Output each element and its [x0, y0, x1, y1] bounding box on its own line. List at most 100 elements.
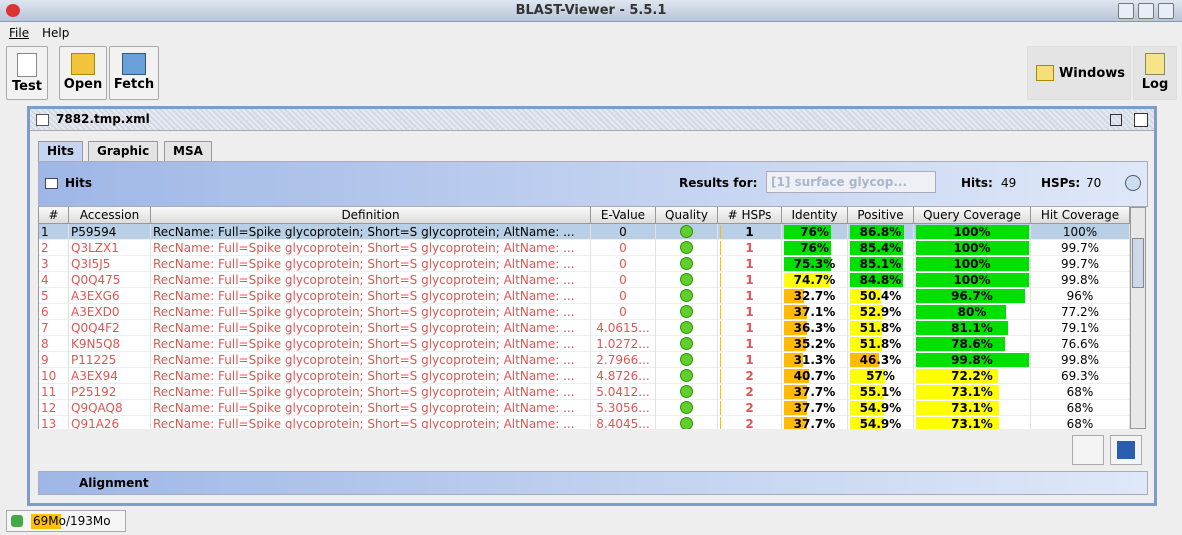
table-cell: [656, 416, 718, 429]
select-value: [1] surface glycop...: [771, 175, 907, 189]
table-cell: 0: [591, 288, 656, 304]
table-cell: 99.8%: [1031, 352, 1130, 368]
quality-icon: [680, 257, 693, 270]
cell-text: RecName: Full=Spike glycoprotein; Short=…: [153, 385, 575, 399]
table-cell: 2: [39, 240, 69, 256]
cell-text: RecName: Full=Spike glycoprotein; Short=…: [153, 257, 575, 271]
cell-text: 68%: [1066, 385, 1094, 399]
cell-text: 4: [41, 273, 49, 287]
percent-label: 1: [745, 321, 754, 335]
table-cell: RecName: Full=Spike glycoprotein; Short=…: [151, 368, 591, 384]
table-cell: 8.4045...: [591, 416, 656, 429]
table-cell: RecName: Full=Spike glycoprotein; Short=…: [151, 400, 591, 416]
percent-bar: [850, 289, 882, 303]
percent-label: 37.1%: [793, 305, 836, 319]
cell-text: 96%: [1066, 289, 1094, 303]
percent-bar: [720, 385, 722, 399]
table-row[interactable]: 11 P25192 RecName: Full=Spike glycoprotein…: [39, 384, 1130, 400]
quality-icon: [680, 353, 693, 366]
quality-icon: [680, 369, 693, 382]
cell-text: RecName: Full=Spike glycoprotein; Short=…: [153, 225, 575, 239]
percent-label: 32.7%: [793, 289, 836, 303]
table-row[interactable]: 1 P59594 RecName: Full=Spike glycoprotein;…: [39, 224, 1130, 240]
table-cell: 5: [39, 288, 69, 304]
cell-text: 4.8726...: [596, 369, 650, 383]
cell-text: 77.2%: [1060, 305, 1100, 319]
hits-label: Hits:: [961, 176, 993, 190]
percent-label: 73.1%: [951, 417, 993, 429]
cell-text: K9N5Q8: [71, 337, 121, 351]
maximize-button[interactable]: [1138, 3, 1154, 19]
edit-button[interactable]: [1072, 435, 1104, 465]
results-select[interactable]: [1] surface glycop...: [766, 171, 936, 193]
toolbar-button[interactable]: Test: [6, 46, 48, 100]
toolbar-button[interactable]: Fetch: [109, 46, 159, 100]
table-cell: 100%: [914, 224, 1031, 240]
toolbar-button[interactable]: Windows: [1027, 46, 1131, 100]
menu-item[interactable]: File: [9, 26, 30, 40]
toolbar-button[interactable]: Open: [59, 46, 107, 100]
scrollbar[interactable]: [1130, 207, 1146, 429]
table-row[interactable]: 4 Q0Q475 RecName: Full=Spike glycoprotein;…: [39, 272, 1130, 288]
percent-label: 73.1%: [951, 401, 993, 415]
percent-bar: [720, 401, 722, 415]
detach-button[interactable]: [1110, 114, 1122, 126]
table-row[interactable]: 13 Q91A26 RecName: Full=Spike glycoprotein…: [39, 416, 1130, 429]
table-cell: 75.3%: [782, 256, 848, 272]
cell-text: Q3I5J5: [71, 257, 111, 271]
close-button[interactable]: [1158, 3, 1174, 19]
table-cell: 0: [591, 240, 656, 256]
table-row[interactable]: 10 A3EX94 RecName: Full=Spike glycoprotein…: [39, 368, 1130, 384]
table-cell: 32.7%: [782, 288, 848, 304]
save-button[interactable]: [1110, 435, 1142, 465]
menu-item[interactable]: Help: [42, 26, 70, 40]
table-cell: RecName: Full=Spike glycoprotein; Short=…: [151, 224, 591, 240]
table-cell: 85.4%: [848, 240, 914, 256]
table-cell: 0: [591, 224, 656, 240]
table-row[interactable]: 9 P11225 RecName: Full=Spike glycoprotein;…: [39, 352, 1130, 368]
table-row[interactable]: 8 K9N5Q8 RecName: Full=Spike glycoprotein;…: [39, 336, 1130, 352]
percent-label: 100%: [953, 273, 991, 287]
column-header: Hit Coverage: [1031, 207, 1130, 224]
frame-title: 7882.tmp.xml: [56, 112, 150, 126]
percent-label: 52.9%: [859, 305, 902, 319]
table-row[interactable]: 7 Q0Q4F2 RecName: Full=Spike glycoprotein;…: [39, 320, 1130, 336]
percent-label: 1: [745, 337, 754, 351]
table-row[interactable]: 6 A3EXD0 RecName: Full=Spike glycoprotein;…: [39, 304, 1130, 320]
table-cell: [656, 320, 718, 336]
cell-text: 0: [619, 305, 627, 319]
percent-bar: [916, 225, 1029, 239]
alignment-header[interactable]: Alignment: [38, 471, 1148, 495]
minimize-button[interactable]: [1118, 3, 1134, 19]
tab[interactable]: Graphic: [88, 141, 159, 161]
info-button[interactable]: [1125, 175, 1141, 191]
toolbar-button[interactable]: Log: [1133, 46, 1177, 100]
table-cell: Q0Q4F2: [69, 320, 151, 336]
tab[interactable]: MSA: [164, 141, 212, 161]
table-row[interactable]: 2 Q3LZX1 RecName: Full=Spike glycoprotein;…: [39, 240, 1130, 256]
cell-text: RecName: Full=Spike glycoprotein; Short=…: [153, 289, 575, 303]
cell-text: 68%: [1066, 417, 1094, 429]
frame-close-button[interactable]: [1134, 113, 1148, 127]
percent-label: 73.1%: [951, 385, 993, 399]
table-row[interactable]: 12 Q9QAQ8 RecName: Full=Spike glycoprotein…: [39, 400, 1130, 416]
cell-text: 99.8%: [1060, 273, 1100, 287]
table-cell: 5.0412...: [591, 384, 656, 400]
table-cell: [656, 256, 718, 272]
table-cell: Q3LZX1: [69, 240, 151, 256]
table-cell: Q91A26: [69, 416, 151, 429]
table-cell: 6: [39, 304, 69, 320]
table-cell: RecName: Full=Spike glycoprotein; Short=…: [151, 288, 591, 304]
percent-label: 57%: [866, 369, 895, 383]
cell-text: Q9QAQ8: [71, 401, 123, 415]
column-header: E-Value: [591, 207, 656, 224]
table-cell: 1.0272...: [591, 336, 656, 352]
table-row[interactable]: 3 Q3I5J5 RecName: Full=Spike glycoprotein;…: [39, 256, 1130, 272]
tab[interactable]: Hits: [38, 141, 84, 161]
percent-bar: [916, 385, 999, 399]
table-cell: 73.1%: [914, 416, 1031, 429]
table-row[interactable]: 5 A3EXG6 RecName: Full=Spike glycoprotein;…: [39, 288, 1130, 304]
percent-label: 72.2%: [951, 369, 993, 383]
percent-label: 1: [745, 241, 754, 255]
internal-frame: 7882.tmp.xml Hits Graphic MSA Hits Resul…: [27, 106, 1157, 506]
